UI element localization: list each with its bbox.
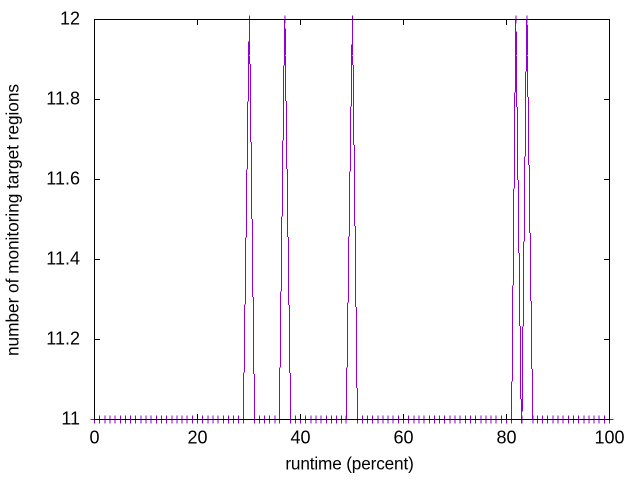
svg-text:20: 20 <box>187 428 207 448</box>
svg-text:runtime (percent): runtime (percent) <box>285 454 413 474</box>
svg-text:11: 11 <box>61 409 80 429</box>
svg-text:40: 40 <box>290 428 310 448</box>
svg-text:80: 80 <box>496 428 516 448</box>
svg-text:11.2: 11.2 <box>46 329 80 349</box>
svg-text:0: 0 <box>89 428 99 448</box>
svg-text:12: 12 <box>60 9 80 29</box>
svg-text:60: 60 <box>393 428 413 448</box>
svg-text:11.6: 11.6 <box>46 169 80 189</box>
svg-text:100: 100 <box>594 428 624 448</box>
svg-text:11.8: 11.8 <box>46 89 80 109</box>
svg-text:number of monitoring target re: number of monitoring target regions <box>3 84 23 356</box>
svg-text:11.4: 11.4 <box>46 249 80 269</box>
